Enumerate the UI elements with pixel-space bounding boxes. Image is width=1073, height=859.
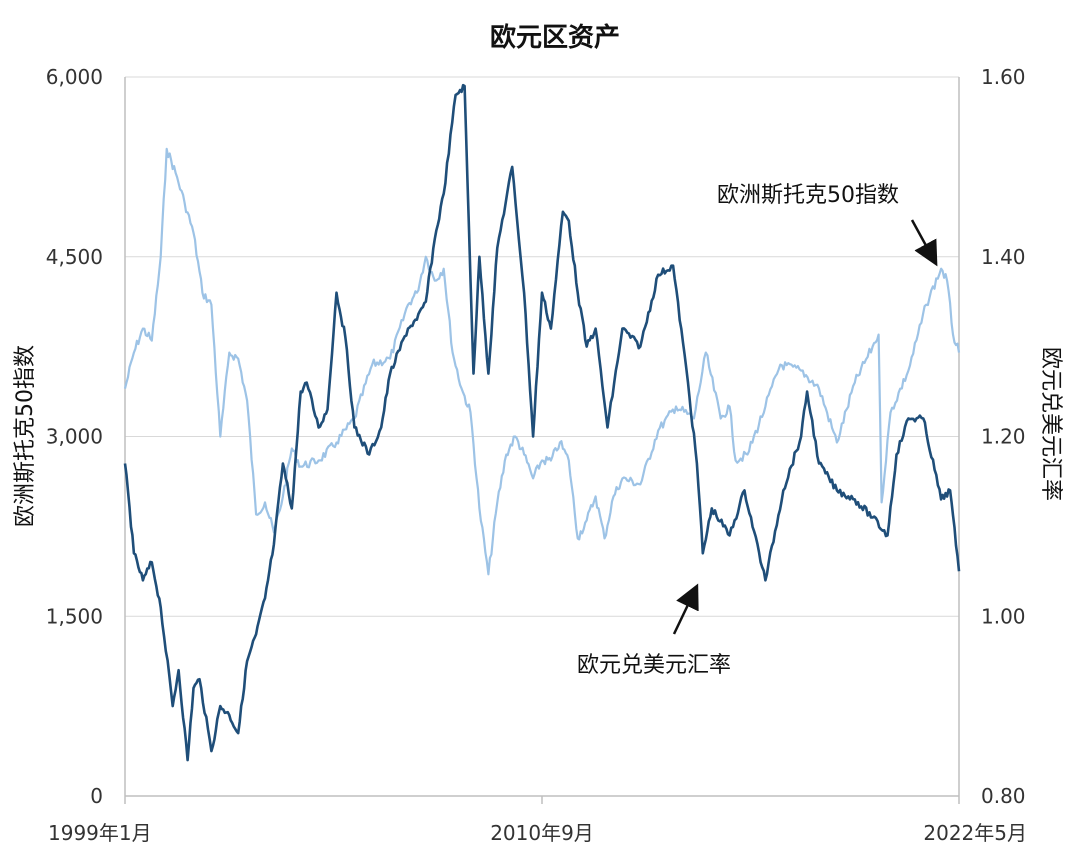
left-tick-label: 4,500 <box>46 245 103 269</box>
left-tick-label: 0 <box>90 784 103 808</box>
right-axis-label: 欧元兑美元汇率 <box>1038 347 1063 501</box>
series-line-stoxx50 <box>123 147 961 576</box>
left-axis-label: 欧洲斯托克50指数 <box>13 345 38 527</box>
right-tick-label: 1.20 <box>981 425 1026 449</box>
series-line-eurusd <box>123 83 961 762</box>
annotation-arrow-stoxx50 <box>910 219 938 267</box>
left-axis-ticks: 0 1,500 3,000 4,500 6,000 <box>46 65 103 808</box>
series-lines <box>123 83 961 762</box>
right-axis-ticks: 0.80 1.00 1.20 1.40 1.60 <box>981 65 1026 808</box>
annotation-arrow-eurusd <box>672 583 699 635</box>
left-tick-label: 6,000 <box>46 65 103 89</box>
annotation-label-eurusd: 欧元兑美元汇率 <box>577 653 731 678</box>
right-tick-label: 1.60 <box>981 65 1026 89</box>
left-tick-label: 3,000 <box>46 425 103 449</box>
x-tick-label: 1999年1月 <box>48 821 152 845</box>
annotation-label-stoxx50: 欧洲斯托克50指数 <box>717 183 899 208</box>
right-tick-label: 0.80 <box>981 784 1026 808</box>
left-tick-label: 1,500 <box>46 604 103 628</box>
x-tick-label: 2022年5月 <box>923 821 1027 845</box>
right-tick-label: 1.40 <box>981 245 1026 269</box>
x-tick-label: 2010年9月 <box>490 821 594 845</box>
right-tick-label: 1.00 <box>981 604 1026 628</box>
x-axis-ticks: 1999年1月 2010年9月 2022年5月 <box>48 796 1027 845</box>
chart-title: 欧元区资产 <box>490 22 620 53</box>
